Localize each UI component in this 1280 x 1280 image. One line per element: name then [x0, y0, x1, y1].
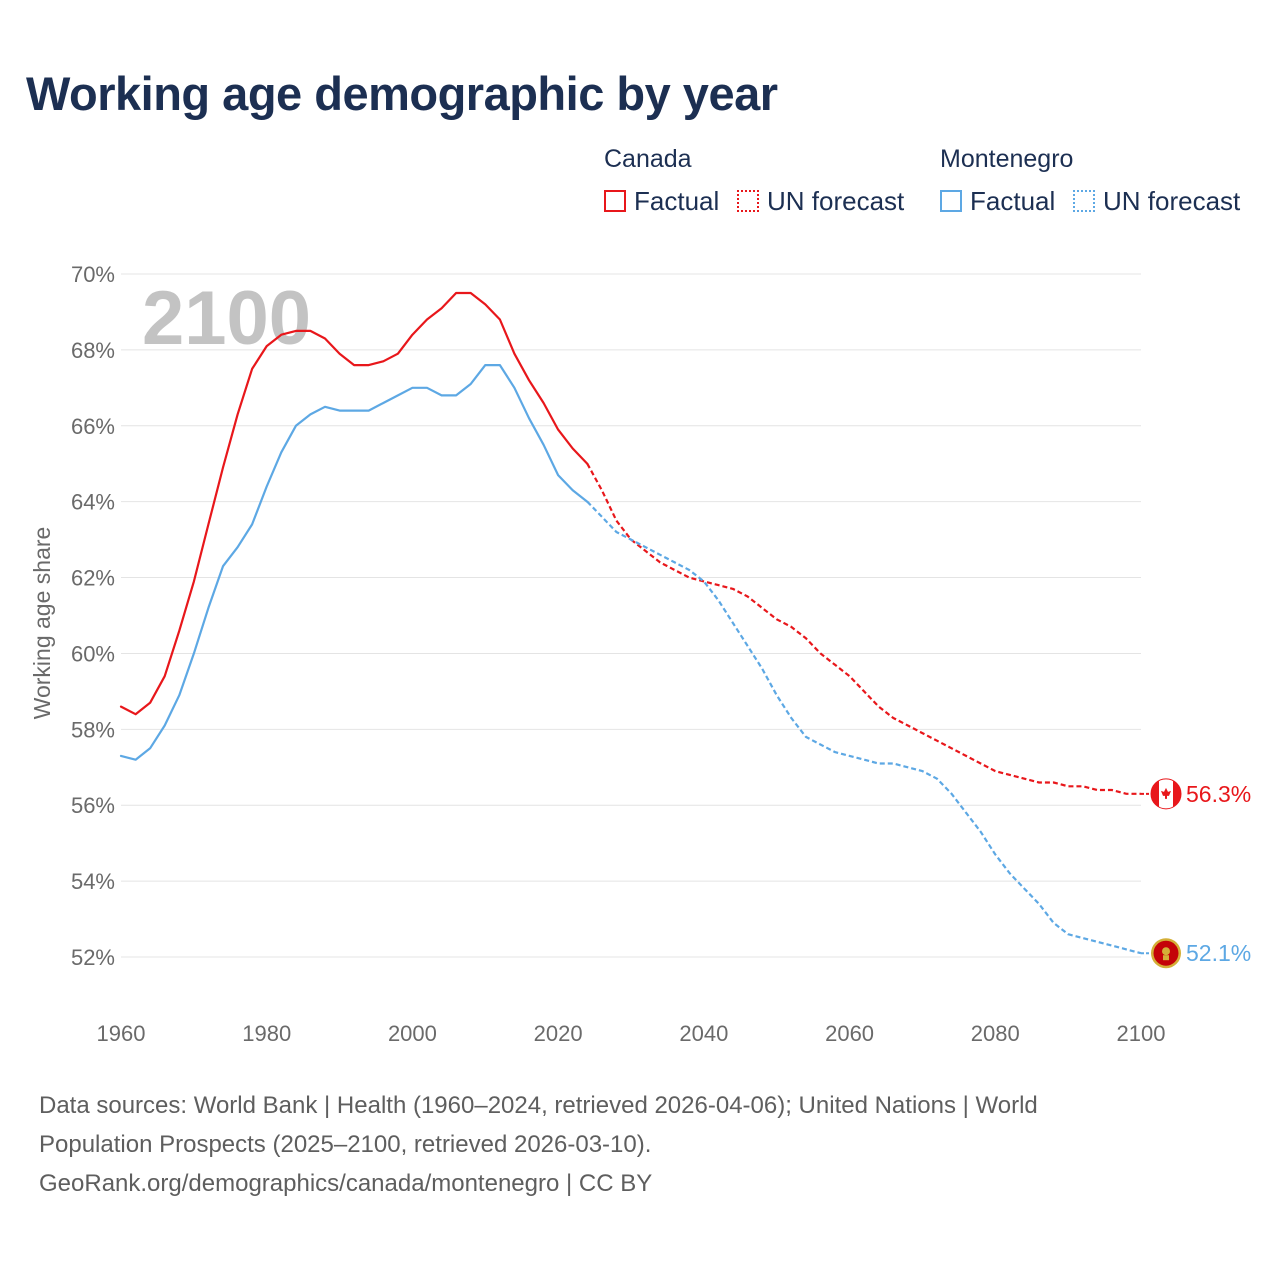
sources-line-1: Data sources: World Bank | Health (1960–… — [39, 1092, 1038, 1119]
x-tick-label: 2100 — [1117, 1021, 1166, 1046]
montenegro-forecast-line[interactable] — [586, 500, 1142, 955]
canada-factual-line[interactable] — [119, 291, 589, 716]
legend-canada-factual-swatch — [604, 190, 626, 212]
grid-lines — [121, 273, 1141, 958]
x-tick-label: 1980 — [242, 1021, 291, 1046]
legend-canada-forecast-label: UN forecast — [767, 185, 905, 216]
y-tick-label: 58% — [71, 717, 115, 742]
y-tick-label: 66% — [71, 414, 115, 439]
legend-canada-forecast-swatch — [737, 190, 759, 212]
current-year-label: 2100 — [142, 276, 311, 361]
chart-title: Working age demographic by year — [26, 67, 778, 120]
legend-montenegro-factual[interactable]: Factual — [940, 186, 1055, 216]
legend-canada-factual[interactable]: Factual — [604, 186, 719, 216]
legend-canada-title: Canada — [604, 145, 692, 173]
x-tick-label: 2080 — [971, 1021, 1020, 1046]
legend-montenegro-title: Montenegro — [940, 145, 1074, 173]
data-sources: Data sources: World Bank | Health (1960–… — [39, 1086, 1159, 1203]
legend-montenegro-forecast-swatch — [1073, 190, 1095, 212]
x-tick-label: 2040 — [679, 1021, 728, 1046]
canada-end-value-label: 56.3% — [1186, 781, 1251, 807]
canada-forecast-line[interactable] — [586, 463, 1141, 795]
legend-canada-forecast[interactable]: UN forecast — [737, 186, 904, 216]
y-axis-label: Working age share — [29, 527, 55, 720]
legend-montenegro-factual-label: Factual — [970, 185, 1056, 216]
y-tick-label: 68% — [71, 338, 115, 363]
end-markers: 56.3% 52.1% — [1141, 778, 1251, 969]
y-axis-ticks: 52% 54% 56% 58% 60% 62% 64% 66% 68% 70% — [71, 262, 115, 970]
y-tick-label: 62% — [71, 566, 115, 591]
y-tick-label: 60% — [71, 641, 115, 666]
legend-montenegro-forecast[interactable]: UN forecast — [1073, 186, 1240, 216]
x-tick-label: 2000 — [388, 1021, 437, 1046]
x-axis-ticks: 1960 1980 2000 2020 2040 2060 2080 2100 — [97, 1021, 1166, 1046]
series-lines — [119, 291, 1142, 955]
y-tick-label: 56% — [71, 793, 115, 818]
y-tick-label: 64% — [71, 490, 115, 515]
y-tick-label: 54% — [71, 869, 115, 894]
y-tick-label: 52% — [71, 945, 115, 970]
y-tick-label: 70% — [71, 262, 115, 287]
x-tick-label: 2060 — [825, 1021, 874, 1046]
sources-link[interactable]: GeoRank.org/demographics/canada/monteneg… — [39, 1170, 653, 1197]
canada-flag-icon — [1150, 778, 1182, 810]
montenegro-end-value-label: 52.1% — [1186, 940, 1251, 966]
montenegro-flag-icon — [1151, 938, 1181, 969]
legend-montenegro-factual-swatch — [940, 190, 962, 212]
x-tick-label: 2020 — [534, 1021, 583, 1046]
montenegro-factual-line[interactable] — [119, 364, 589, 761]
legend-canada-factual-label: Factual — [634, 185, 720, 216]
x-tick-label: 1960 — [97, 1021, 146, 1046]
legend-montenegro-forecast-label: UN forecast — [1103, 185, 1241, 216]
sources-line-2: Population Prospects (2025–2100, retriev… — [39, 1131, 652, 1158]
